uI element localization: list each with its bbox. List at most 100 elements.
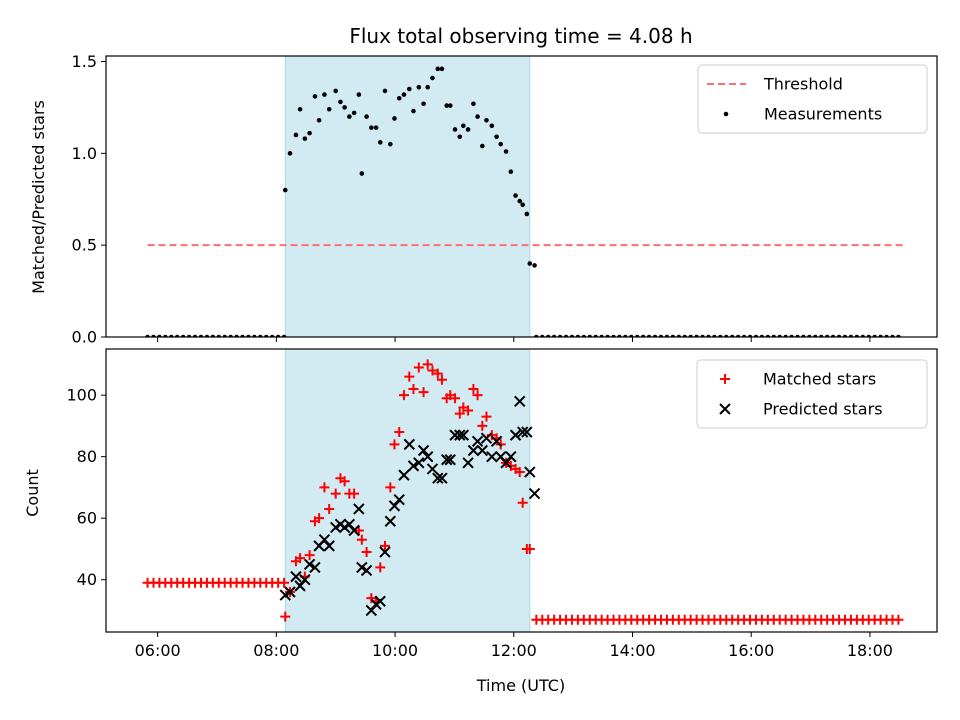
- measurement-point: [532, 263, 537, 268]
- legend-label: Matched stars: [763, 370, 876, 389]
- predicted-star-point: [441, 454, 453, 466]
- observing-window-shade: [284, 55, 531, 338]
- legend-measurement-swatch: [723, 111, 729, 117]
- measurement-point: [356, 92, 362, 97]
- predicted-star-point: [457, 429, 470, 441]
- matched-star-point: [324, 503, 335, 514]
- matched-star-point: [319, 482, 330, 493]
- measurement-point: [435, 66, 441, 72]
- matched-star-point: [353, 525, 364, 536]
- predicted-star-point: [309, 561, 321, 574]
- matched-star-point: [279, 577, 290, 588]
- predicted-star-point: [524, 466, 536, 478]
- predicted-star-point: [422, 450, 434, 463]
- predicted-star-point: [462, 457, 474, 469]
- y-axis-label-count: Count: [23, 469, 42, 517]
- measurement-point: [347, 114, 352, 119]
- matched-star-point: [379, 540, 390, 551]
- predicted-star-point: [480, 432, 493, 444]
- measurement-point: [447, 103, 453, 108]
- predicted-star-point: [486, 450, 498, 463]
- measurement-point: [322, 92, 327, 97]
- matched-star-point: [477, 420, 488, 431]
- predicted-star-point: [290, 570, 302, 583]
- predicted-star-point: [407, 460, 420, 472]
- measurement-point: [326, 106, 332, 112]
- predicted-star-point: [514, 395, 526, 408]
- measurement-point: [351, 110, 357, 116]
- x-axis-label: Time (UTC): [476, 676, 565, 695]
- matched-star-point: [514, 467, 525, 478]
- measurement-point: [382, 88, 388, 94]
- predicted-star-point: [348, 524, 360, 537]
- x-tick-label: 06:00: [135, 641, 181, 660]
- measurement-point: [293, 132, 299, 138]
- legend-label: Predicted stars: [763, 400, 883, 419]
- matched-star-point: [454, 408, 465, 419]
- predicted-star-point: [379, 546, 391, 558]
- count-panel: 40 60 80 100 06:00 08:00 10:00 12:00 14:00 16:00 1…: [66, 348, 938, 660]
- legend: Matched stars Predicted stars: [696, 359, 928, 429]
- matched-star-point: [314, 513, 325, 524]
- measurement-point: [444, 103, 450, 108]
- legend: Threshold Measurements: [697, 64, 928, 134]
- legend-label: Measurements: [764, 105, 882, 124]
- measurement-point: [338, 99, 343, 105]
- measurement-point: [465, 127, 471, 132]
- plot-area: [142, 359, 904, 625]
- measurement-point: [425, 84, 431, 90]
- x-tick-label: 12:00: [491, 641, 537, 660]
- predicted-star-point: [476, 444, 489, 457]
- measurement-point: [369, 125, 374, 130]
- predicted-star-point: [509, 429, 522, 441]
- measurement-point: [401, 92, 407, 97]
- measurement-point: [461, 123, 466, 129]
- legend-box: [696, 359, 928, 429]
- measurement-point: [359, 171, 365, 176]
- measurement-point: [388, 141, 393, 147]
- matched-star-point: [450, 393, 461, 404]
- matched-star-point: [408, 383, 419, 394]
- predicted-star-point: [413, 457, 425, 469]
- measurement-point: [439, 66, 445, 72]
- measurement-point: [498, 141, 504, 147]
- measurement-point: [342, 105, 347, 110]
- predicted-star-point: [374, 595, 386, 607]
- y-axis-label-ratio: Matched/Predicted stars: [29, 100, 48, 294]
- legend-predicted-swatch: [719, 403, 731, 415]
- measurement-point: [484, 117, 489, 123]
- predicted-star-point: [528, 487, 541, 500]
- matched-star-point: [349, 488, 360, 499]
- x-tick-label: 18:00: [847, 641, 893, 660]
- measurement-point: [527, 261, 533, 266]
- matched-star-point: [394, 427, 405, 438]
- measurement-point: [489, 123, 495, 129]
- predicted-star-point: [516, 426, 529, 438]
- y-tick-label: 0.5: [72, 236, 97, 255]
- measurement-point: [407, 86, 412, 92]
- predicted-star-point: [521, 426, 533, 438]
- predicted-star-point: [417, 444, 430, 457]
- x-tick-label: 16:00: [728, 641, 774, 660]
- measurement-point: [392, 116, 397, 121]
- measurement-point: [480, 143, 485, 149]
- y-tick-label: 1.5: [72, 52, 97, 71]
- matched-star-point: [422, 359, 433, 370]
- measurement-point: [364, 114, 369, 119]
- predicted-star-point: [490, 435, 503, 447]
- legend-box: [697, 64, 928, 134]
- matched-star-point: [524, 543, 535, 554]
- matched-star-point: [361, 547, 372, 558]
- measurement-point: [297, 106, 303, 112]
- predicted-star-point: [284, 586, 296, 598]
- measurement-point: [421, 101, 426, 107]
- predicted-star-point: [323, 540, 335, 552]
- y-tick-label: 80: [77, 447, 97, 466]
- predicted-star-point: [403, 438, 416, 451]
- measurement-point: [520, 202, 525, 208]
- matched-star-point: [398, 390, 409, 401]
- matched-star-point: [517, 497, 528, 508]
- measurement-point: [471, 101, 476, 107]
- measurement-point: [333, 88, 339, 94]
- predicted-star-point: [432, 472, 444, 484]
